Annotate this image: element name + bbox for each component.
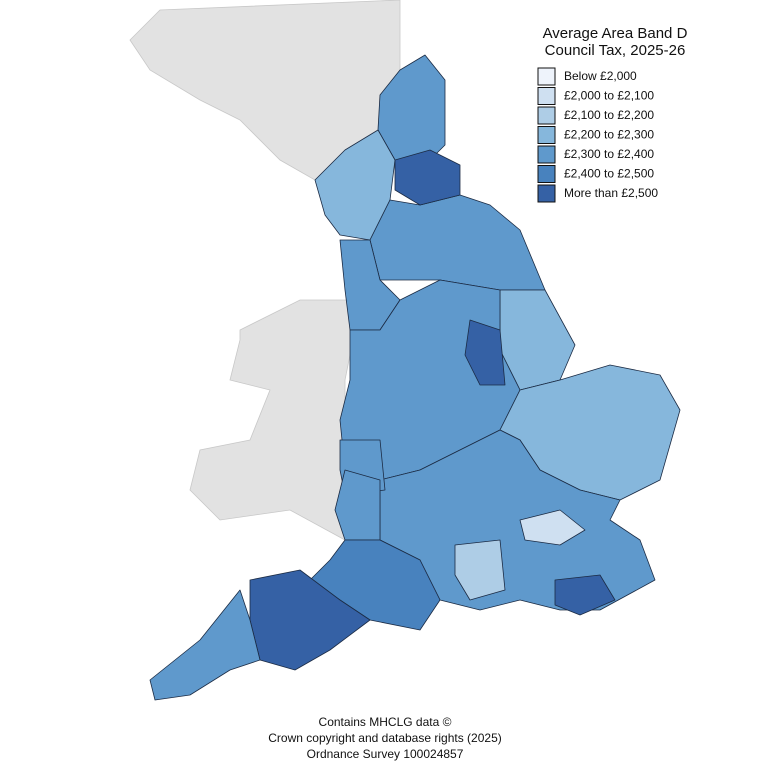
legend-title: Council Tax, 2025-26 <box>545 42 686 59</box>
source-note: Contains MHCLG data © Crown copyright an… <box>268 715 501 761</box>
local-authority-area <box>519 509 586 546</box>
source-line: Contains MHCLG data © <box>319 715 452 729</box>
england-regions <box>149 54 681 701</box>
legend-swatch <box>537 67 556 86</box>
legend-title: Average Area Band D <box>543 25 688 42</box>
legend-swatch <box>537 184 556 203</box>
local-authority-area <box>454 539 506 601</box>
source-line: Ordnance Survey 100024857 <box>307 747 464 761</box>
local-authority-area <box>394 149 461 206</box>
local-authority-area <box>149 589 261 701</box>
legend-label: Below £2,000 <box>564 69 637 83</box>
local-authority-area <box>309 539 441 631</box>
legend-swatch <box>537 87 556 105</box>
legend-swatch <box>537 106 556 125</box>
source-line: Crown copyright and database rights (202… <box>268 731 501 745</box>
legend-swatch <box>537 165 556 183</box>
legend: Average Area Band D Council Tax, 2025-26… <box>537 25 688 203</box>
legend-label: £2,400 to £2,500 <box>564 167 654 181</box>
legend-label: £2,100 to £2,200 <box>564 108 654 122</box>
legend-label: £2,300 to £2,400 <box>564 147 654 161</box>
local-authority-area <box>369 194 546 291</box>
legend-swatch <box>537 145 556 164</box>
legend-label: £2,200 to £2,300 <box>564 128 654 142</box>
legend-label: More than £2,500 <box>564 186 658 200</box>
local-authority-area <box>464 319 506 386</box>
local-authority-area <box>554 574 616 616</box>
legend-swatch <box>537 126 556 144</box>
legend-label: £2,000 to £2,100 <box>564 89 654 103</box>
